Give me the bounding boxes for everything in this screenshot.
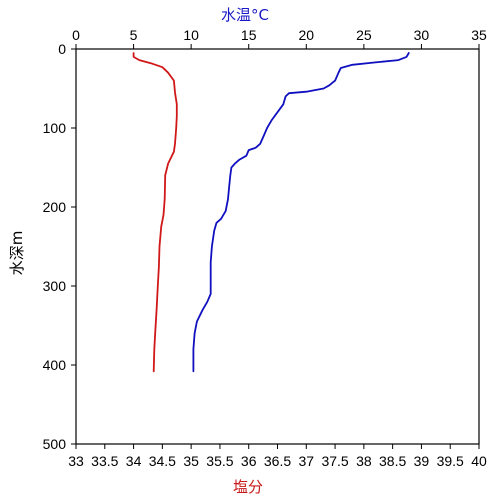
temperature-series-line (192, 52, 410, 373)
ticks-layer: 0 100 200 300 400 500 0 5 10 15 20 25 30 35 33 33.5 34 34… (43, 27, 487, 469)
bottom-x-tick-label: 36.5 (264, 453, 291, 469)
bottom-x-tick-label: 34.5 (149, 453, 176, 469)
top-x-axis-title: 水温°C (221, 6, 269, 24)
bottom-x-tick-label: 39 (414, 453, 430, 469)
bottom-x-tick-label: 33.5 (91, 453, 118, 469)
bottom-x-tick-label: 38.5 (379, 453, 406, 469)
plot-frame (75, 48, 480, 445)
bottom-x-tick-label: 38 (356, 453, 372, 469)
bottom-x-tick-label: 34 (126, 453, 142, 469)
bottom-x-tick-label: 37 (298, 453, 314, 469)
bottom-x-tick-label: 40 (471, 453, 487, 469)
top-x-tick-label: 15 (241, 27, 257, 43)
salinity-series-line (132, 52, 178, 373)
y-tick-label: 500 (43, 436, 67, 452)
top-x-tick-label: 5 (130, 27, 138, 43)
y-tick-label: 300 (43, 278, 67, 294)
bottom-x-tick-label: 39.5 (437, 453, 464, 469)
bottom-x-tick-label: 33 (68, 453, 84, 469)
series-layer (132, 52, 410, 373)
bottom-x-tick-label: 35 (183, 453, 199, 469)
y-tick-label: 400 (43, 357, 67, 373)
top-x-tick-label: 20 (298, 27, 314, 43)
y-tick-label: 100 (43, 120, 67, 136)
top-x-tick-label: 25 (356, 27, 372, 43)
bottom-x-tick-label: 37.5 (321, 453, 348, 469)
top-x-tick-label: 30 (414, 27, 430, 43)
y-tick-label: 0 (58, 41, 66, 57)
y-axis-title: 水深m (8, 231, 26, 276)
top-x-tick-label: 35 (471, 27, 487, 43)
top-x-tick-label: 0 (72, 27, 80, 43)
top-x-tick-label: 10 (183, 27, 199, 43)
bottom-x-tick-label: 36 (241, 453, 257, 469)
y-tick-label: 200 (43, 199, 67, 215)
bottom-x-tick-label: 35.5 (206, 453, 233, 469)
bottom-x-axis-title: 塩分 (233, 478, 263, 496)
